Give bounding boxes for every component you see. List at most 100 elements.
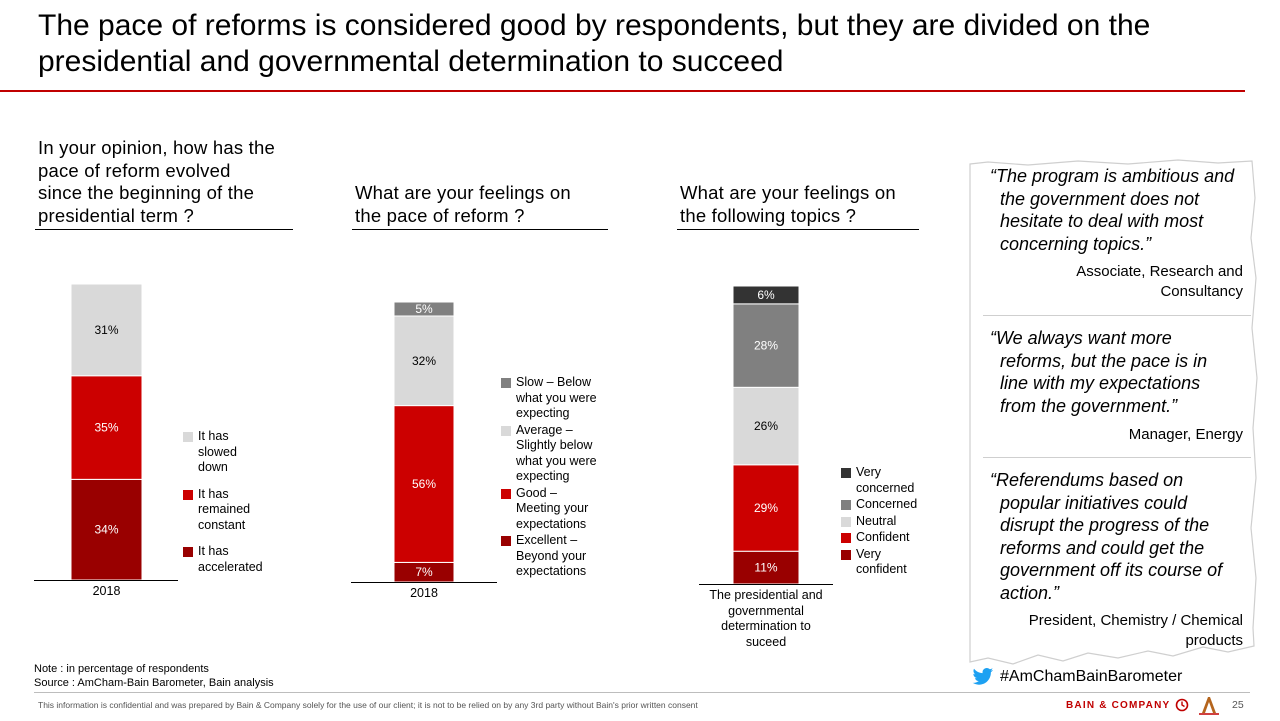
legend-label-line: Excellent – [516, 533, 578, 547]
legend-item: Very concerned [841, 465, 951, 496]
page-number: 25 [1232, 699, 1244, 711]
legend-item: Confident [841, 530, 951, 546]
bar-segment [732, 285, 800, 305]
quote-line: hesitate to deal with most [1000, 211, 1204, 231]
x-tick-label: The presidential and governmental determin… [686, 588, 846, 650]
bar-segment [70, 283, 143, 377]
legend-label-line: Slow – Below [516, 375, 592, 389]
x-tick-label-line: suceed [745, 634, 787, 649]
quote-line: concerning topics.” [1000, 233, 1152, 254]
x-tick-label: 2018 [344, 586, 504, 602]
data-label: 28% [754, 339, 778, 353]
quote-attribution: Manager, Energy [993, 425, 1243, 445]
chart-question: What are your feelings on the following t… [680, 182, 932, 227]
attribution-line: Manager, Energy [1128, 426, 1243, 443]
legend-label-line: Good – [516, 485, 558, 500]
chart-legend: Very concerned Concerned Neutral Confident Ve… [841, 465, 951, 579]
twitter-bird-icon [972, 667, 994, 692]
legend-label-line: Neutral [856, 513, 897, 528]
question-underline [352, 229, 608, 230]
source-text: Source : AmCham-Bain Barometer, Bain ana… [34, 676, 274, 689]
legend-label-line: It has [198, 486, 229, 501]
chart-question: What are your feelings on the pace of ref… [355, 182, 621, 227]
legend-swatch [183, 547, 193, 557]
legend-swatch [841, 533, 851, 543]
legend-label-line: constant [198, 517, 246, 532]
chart-question-line: What are your feelings on [355, 182, 571, 203]
bar-segment [732, 464, 800, 552]
x-tick-label-line: The presidential and [709, 588, 823, 602]
legend-label-line: expecting [516, 406, 570, 420]
amcham-logo-icon [1196, 694, 1222, 721]
legend-item: It has accelerated [183, 544, 293, 575]
legend-label-line: concerned [856, 480, 915, 495]
legend-label-line: confident [856, 562, 907, 576]
data-label: 7% [415, 565, 433, 579]
bain-logo-text: BAIN & COMPANY [1066, 700, 1171, 711]
bar-segment [393, 301, 455, 317]
legend-label-line: what you were [516, 453, 597, 468]
quote-text: “Referendums based on popular initiatives… [990, 469, 1250, 604]
legend-item: Neutral [841, 514, 951, 530]
attribution-line: Associate, Research and [1076, 263, 1243, 280]
data-label: 6% [757, 288, 775, 302]
quote-attribution: Associate, Research and Consultancy [993, 262, 1243, 302]
quote-separator [983, 315, 1251, 316]
legend-swatch [841, 468, 851, 478]
quote-panel-background [969, 159, 1258, 665]
data-label: 56% [412, 477, 436, 491]
chart-question-line: since the beginning of the [38, 182, 255, 203]
confidentiality-notice: This information is confidential and was… [38, 700, 698, 710]
legend-label-line: Very [856, 546, 882, 561]
bar-segment [70, 478, 143, 581]
chart-question-line: pace of reform evolved [38, 159, 231, 181]
legend-label-line: accelerated [198, 559, 263, 574]
legend-label-line: Average – [516, 422, 573, 437]
question-underline [677, 229, 919, 230]
page-title: The pace of reforms is considered good b… [38, 9, 1151, 78]
quote-line: action.” [1000, 582, 1060, 603]
bar-segment [732, 550, 800, 585]
legend-swatch [841, 549, 851, 560]
quote-line: “Referendums based on [990, 470, 1184, 490]
legend-label-line: down [198, 460, 228, 474]
quote-separator [983, 457, 1251, 458]
legend-swatch [501, 425, 511, 436]
legend-item: It has slowed down [183, 429, 293, 476]
legend-swatch [841, 516, 851, 527]
data-label: 29% [754, 501, 778, 515]
bar-segment [732, 386, 800, 466]
quote-text: “We always want more reforms, but the pac… [990, 327, 1250, 417]
attribution-line: products [1185, 632, 1243, 649]
chart-question-line: What are your feelings on [680, 182, 896, 203]
x-tick-label-line: governmental [728, 603, 804, 618]
attribution-line: President, Chemistry / Chemical [1028, 612, 1243, 629]
x-tick-label-line: 2018 [92, 584, 121, 598]
legend-swatch [501, 378, 511, 388]
bar-segment [70, 375, 143, 480]
legend-label-line: slowed [198, 444, 237, 459]
legend-swatch [841, 500, 851, 510]
note-text: Note : in percentage of respondents [34, 663, 209, 675]
legend-item: Average – Slightly below what you were expe… [501, 423, 611, 485]
legend-item: It has remained constant [183, 487, 293, 534]
quote-attribution: President, Chemistry / Chemical products [993, 611, 1243, 651]
legend-label-line: expectations [516, 564, 587, 578]
quote-line: “The program is ambitious and [990, 166, 1235, 186]
quote-line: government off its course of [1000, 560, 1223, 580]
chart-question-line: presidential term ? [38, 204, 194, 226]
question-underline [35, 229, 293, 230]
legend-label-line: Meeting your [516, 501, 589, 515]
legend-label-line: Concerned [856, 497, 918, 511]
legend-item: Excellent – Beyond your expectations [501, 533, 611, 580]
legend-swatch [183, 432, 193, 442]
data-label: 26% [754, 419, 778, 433]
bar-segment [393, 561, 455, 583]
legend-label-line: what you were [516, 390, 597, 405]
data-label: 34% [94, 523, 118, 537]
data-label: 5% [415, 302, 433, 316]
legend-label-line: It has [198, 429, 229, 443]
legend-item: Concerned [841, 497, 951, 513]
quote-text: “The program is ambitious and the governm… [990, 165, 1250, 255]
chart-legend: Slow – Below what you were expecting Averag… [501, 375, 611, 581]
